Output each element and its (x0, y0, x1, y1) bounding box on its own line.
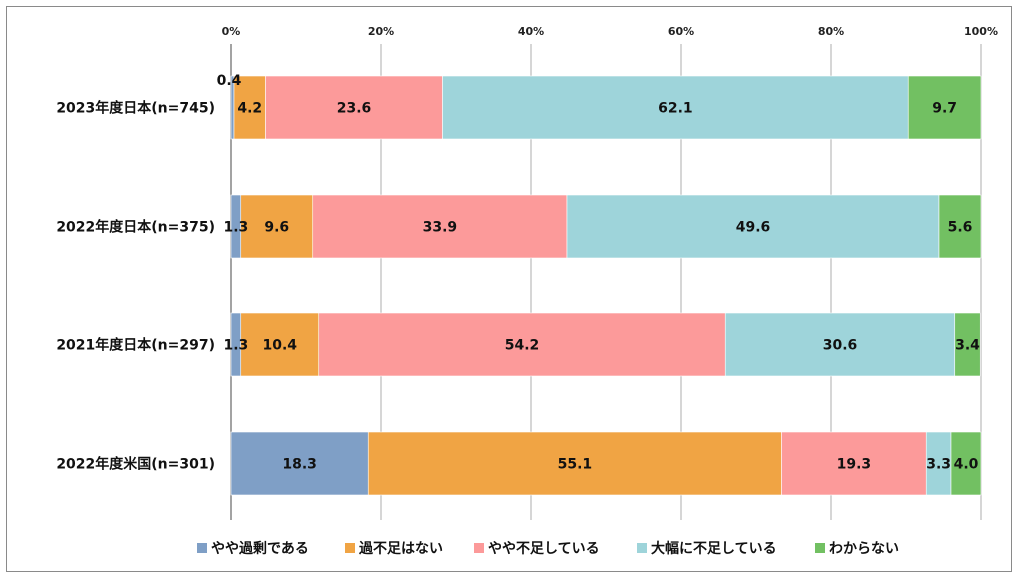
x-tick-label: 20% (368, 25, 394, 38)
legend-label: 過不足はない (358, 541, 443, 557)
bar-segment (950, 431, 982, 496)
data-label: 4.0 (954, 457, 979, 473)
data-label: 5.6 (948, 220, 973, 236)
x-tick-label: 60% (668, 25, 694, 38)
legend-label: やや過剰である (211, 540, 309, 557)
x-tick-label: 100% (964, 25, 998, 38)
data-label: 49.6 (736, 220, 771, 236)
data-label: 23.6 (337, 101, 372, 117)
bars (230, 75, 982, 496)
legend-swatch (637, 543, 647, 553)
bar-segment (240, 194, 314, 259)
category-label: 2023年度日本(n=745) (56, 100, 215, 117)
legend-swatch (197, 543, 207, 553)
bar-segment (442, 75, 909, 140)
data-label: 1.3 (223, 220, 248, 236)
data-label: 18.3 (282, 457, 317, 473)
data-label: 0.4 (217, 73, 242, 89)
legend-label: わからない (829, 541, 899, 557)
x-tick-labels: 0% 20% 40% 60% 80% 100% (222, 25, 998, 38)
data-label: 10.4 (262, 338, 297, 354)
data-label: 9.6 (264, 220, 289, 236)
data-label: 30.6 (823, 338, 858, 354)
x-tick-label: 0% (222, 25, 241, 38)
data-label: 1.3 (223, 338, 248, 354)
bar-segment (954, 312, 981, 377)
category-label: 2022年度日本(n=375) (56, 219, 215, 236)
bar-segment (233, 75, 266, 140)
data-label: 19.3 (837, 457, 872, 473)
category-label: 2021年度日本(n=297) (56, 337, 215, 354)
legend-label: 大幅に不足している (651, 540, 777, 557)
data-label: 9.7 (932, 101, 957, 117)
category-labels: 2023年度日本(n=745) 2022年度日本(n=375) 2021年度日本(n… (56, 100, 215, 473)
data-label: 54.2 (505, 338, 540, 354)
bar-segment (724, 312, 956, 377)
data-label: 3.3 (926, 457, 951, 473)
legend: やや過剰である 過不足はない やや不足している 大幅に不足している わからない (197, 540, 899, 557)
x-tick-label: 40% (518, 25, 544, 38)
category-label: 2022年度米国(n=301) (56, 456, 215, 473)
value-labels: 0.4 4.2 23.6 62.1 9.7 1.3 9.6 33.9 49.6 5.6 1.3 10.… (217, 73, 981, 473)
bar-segment (230, 431, 369, 496)
x-tick-label: 80% (818, 25, 844, 38)
legend-swatch (474, 543, 484, 553)
data-label: 62.1 (658, 101, 693, 117)
data-label: 33.9 (423, 220, 458, 236)
legend-swatch (345, 543, 355, 553)
data-label: 55.1 (558, 457, 593, 473)
bar-segment (318, 312, 726, 377)
legend-label: やや不足している (488, 541, 600, 557)
bar-segment (566, 194, 940, 259)
bar-segment (781, 431, 927, 496)
bar-segment (925, 431, 952, 496)
data-label: 3.4 (955, 338, 980, 354)
bar-segment (367, 431, 782, 496)
bar-segment (907, 75, 982, 140)
data-label: 4.2 (237, 101, 262, 117)
legend-swatch (815, 543, 825, 553)
bar-segment (265, 75, 443, 140)
bar-segment (938, 194, 982, 259)
bar-segment (240, 312, 320, 377)
